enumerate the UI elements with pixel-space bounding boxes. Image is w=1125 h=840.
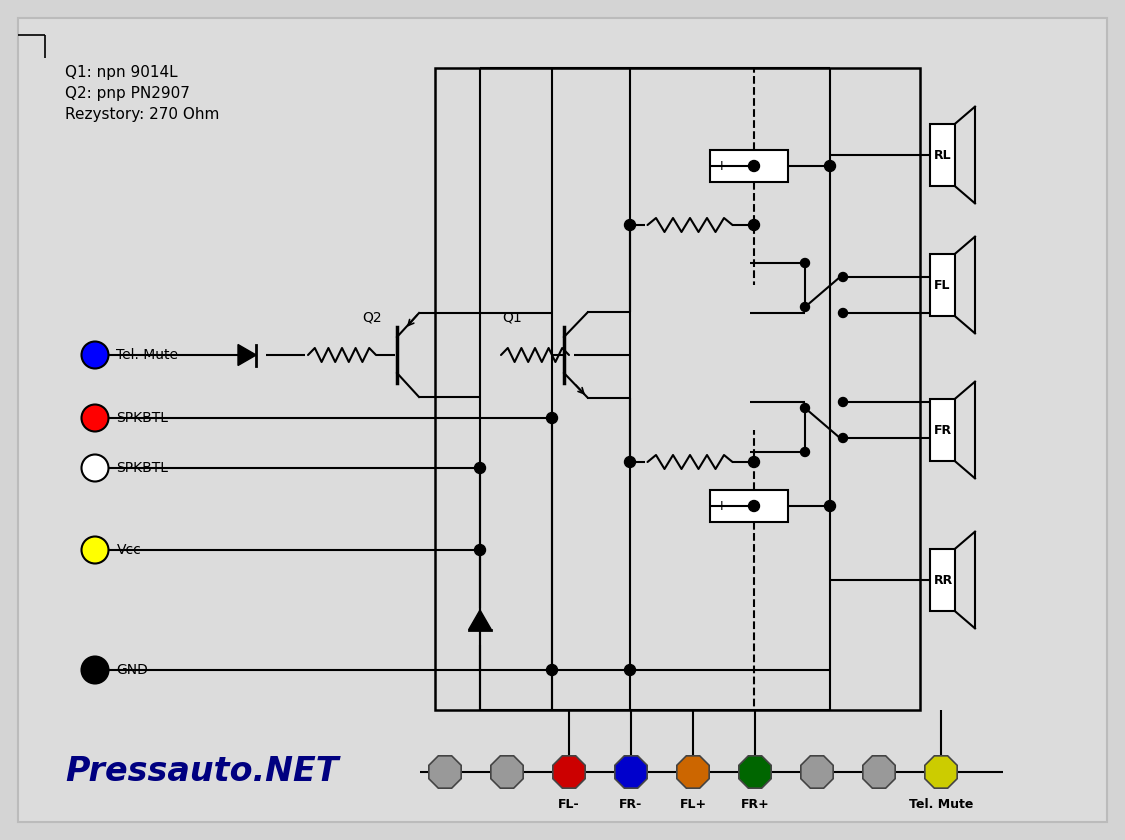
Polygon shape <box>238 344 256 365</box>
Circle shape <box>624 456 636 468</box>
Circle shape <box>81 657 108 684</box>
Circle shape <box>475 544 486 555</box>
Bar <box>710 150 788 182</box>
Circle shape <box>801 259 810 267</box>
Text: FR-: FR- <box>620 798 642 811</box>
Circle shape <box>801 403 810 412</box>
Bar <box>435 68 920 710</box>
Circle shape <box>838 308 847 318</box>
Text: + −: + − <box>716 159 744 173</box>
Circle shape <box>748 219 759 230</box>
Circle shape <box>838 433 847 443</box>
Polygon shape <box>552 756 585 788</box>
Polygon shape <box>739 756 771 788</box>
Text: FL+: FL+ <box>680 798 706 811</box>
Polygon shape <box>429 756 461 788</box>
Circle shape <box>81 537 108 564</box>
Bar <box>930 124 955 186</box>
Bar <box>930 254 955 316</box>
Bar <box>930 399 955 461</box>
Text: Vcc: Vcc <box>117 543 142 557</box>
Text: Q1: Q1 <box>502 310 522 324</box>
Circle shape <box>624 219 636 230</box>
Polygon shape <box>801 756 834 788</box>
Text: FR: FR <box>934 423 952 437</box>
Circle shape <box>624 664 636 675</box>
Polygon shape <box>615 756 647 788</box>
Circle shape <box>81 454 108 481</box>
Polygon shape <box>469 610 492 629</box>
Polygon shape <box>863 756 896 788</box>
Text: Q2: Q2 <box>362 310 381 324</box>
Text: Tel. Mute: Tel. Mute <box>909 798 973 811</box>
Polygon shape <box>677 756 709 788</box>
Circle shape <box>825 501 836 512</box>
Circle shape <box>81 342 108 369</box>
Circle shape <box>838 397 847 407</box>
Circle shape <box>475 463 486 474</box>
Circle shape <box>825 160 836 171</box>
Text: FR+: FR+ <box>740 798 770 811</box>
Circle shape <box>801 448 810 456</box>
Polygon shape <box>490 756 523 788</box>
Text: Q1: npn 9014L
Q2: pnp PN2907
Rezystory: 270 Ohm: Q1: npn 9014L Q2: pnp PN2907 Rezystory: … <box>65 65 219 122</box>
Circle shape <box>748 160 759 171</box>
Polygon shape <box>925 756 957 788</box>
Circle shape <box>748 456 759 468</box>
Bar <box>710 490 788 522</box>
Circle shape <box>81 405 108 432</box>
Text: GND: GND <box>117 663 148 677</box>
Bar <box>930 549 955 611</box>
Text: RR: RR <box>934 574 953 586</box>
Circle shape <box>838 272 847 281</box>
Text: FL-: FL- <box>558 798 579 811</box>
Text: Pressauto.NET: Pressauto.NET <box>65 755 339 788</box>
Text: RL: RL <box>934 149 952 161</box>
Circle shape <box>547 664 558 675</box>
Circle shape <box>748 501 759 512</box>
Text: + −: + − <box>716 499 744 513</box>
Circle shape <box>801 302 810 312</box>
Text: SPKBTL: SPKBTL <box>117 411 169 425</box>
Circle shape <box>547 412 558 423</box>
Text: SPKBTL: SPKBTL <box>117 461 169 475</box>
Text: FL: FL <box>934 279 951 291</box>
Text: Tel. Mute: Tel. Mute <box>117 348 179 362</box>
